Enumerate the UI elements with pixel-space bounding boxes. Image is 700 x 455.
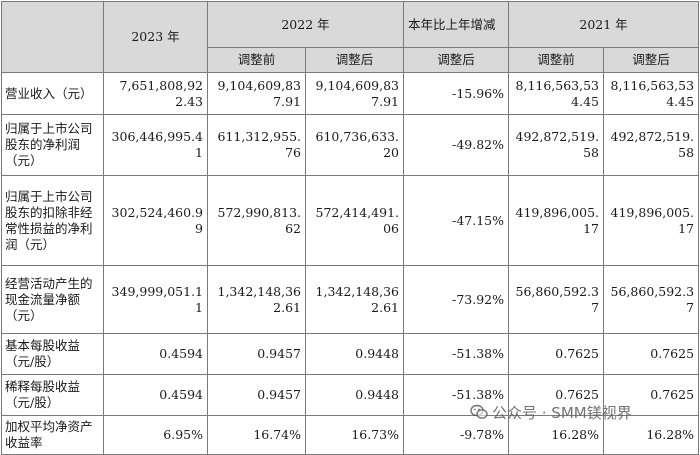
cell-2022-after: 572,414,491.06 (304, 175, 405, 266)
cell-2023: 6.95% (103, 415, 208, 455)
cell-2022-after: 610,736,633.20 (304, 114, 405, 176)
table-row: 归属于上市公司股东的净利润（元） 306,446,995.41 611,312,… (1, 114, 700, 176)
row-label: 稀释每股收益（元/股） (1, 374, 104, 416)
cell-2023: 0.4594 (103, 333, 208, 375)
cell-2021-before: 0.7625 (508, 374, 605, 416)
cell-change: -51.38% (403, 374, 510, 416)
cell-2022-before: 9,104,609,837.91 (207, 72, 306, 115)
cell-2022-after: 16.73% (304, 415, 405, 455)
cell-2022-after: 1,342,148,362.61 (304, 265, 405, 334)
table-row: 归属于上市公司股东的扣除非经常性损益的净利润（元） 302,524,460.99… (1, 175, 700, 266)
header-change-after: 调整后 (403, 47, 510, 73)
header-2021-after: 调整后 (603, 47, 700, 73)
cell-2021-after: 419,896,005.17 (603, 175, 700, 266)
row-label: 基本每股收益（元/股） (1, 333, 104, 375)
watermark-text: 公众号 · SMM镁视界 (492, 403, 632, 422)
cell-2022-before: 611,312,955.76 (207, 114, 306, 176)
header-2022-before: 调整前 (207, 47, 306, 73)
cell-2022-before: 1,342,148,362.61 (207, 265, 306, 334)
cell-2021-before: 492,872,519.58 (508, 114, 605, 176)
row-label: 经营活动产生的现金流量净额（元） (1, 265, 104, 334)
header-2022-after: 调整后 (304, 47, 405, 73)
row-label: 归属于上市公司股东的扣除非经常性损益的净利润（元） (1, 175, 104, 266)
header-row-years: 2023 年 2022 年 本年比上年增减 2021 年 (1, 1, 700, 73)
cell-change: -73.92% (403, 265, 510, 334)
cell-2022-before: 16.74% (207, 415, 306, 455)
cell-2022-after: 0.9448 (304, 333, 405, 375)
header-2021: 2021 年 (508, 1, 700, 48)
cell-2021-before: 56,860,592.37 (508, 265, 605, 334)
cell-2021-after: 492,872,519.58 (603, 114, 700, 176)
cell-2022-before: 0.9457 (207, 333, 306, 375)
row-label: 营业收入（元） (1, 72, 104, 115)
header-2021-before: 调整前 (508, 47, 605, 73)
cell-change: -49.82% (403, 114, 510, 176)
cell-2021-before: 8,116,563,534.45 (508, 72, 605, 115)
cell-2021-after: 56,860,592.37 (603, 265, 700, 334)
cell-2023: 302,524,460.99 (103, 175, 208, 266)
wechat-icon (470, 403, 488, 421)
cell-2023: 306,446,995.41 (103, 114, 208, 176)
cell-2023: 349,999,051.11 (103, 265, 208, 334)
table-row: 经营活动产生的现金流量净额（元） 349,999,051.11 1,342,14… (1, 265, 700, 334)
row-label: 归属于上市公司股东的净利润（元） (1, 114, 104, 176)
cell-2022-before: 572,990,813.62 (207, 175, 306, 266)
cell-2022-before: 0.9457 (207, 374, 306, 416)
watermark: 公众号 · SMM镁视界 (470, 398, 632, 426)
header-2022: 2022 年 (206, 1, 405, 48)
header-blank-cell (1, 1, 104, 73)
cell-2021-before: 419,896,005.17 (508, 175, 605, 266)
cell-change: -15.96% (403, 72, 510, 115)
table-row: 基本每股收益（元/股） 0.4594 0.9457 0.9448 -51.38%… (1, 333, 700, 375)
cell-2023: 7,651,808,922.43 (103, 72, 208, 115)
cell-change: -51.38% (403, 333, 510, 375)
header-row-adjust: 调整前 调整后 调整后 调整前 调整后 (2, 47, 700, 73)
cell-2021-before: 0.7625 (508, 333, 605, 375)
cell-2022-after: 9,104,609,837.91 (304, 72, 405, 115)
cell-change: -47.15% (403, 175, 510, 266)
cell-2021-after: 8,116,563,534.45 (603, 72, 700, 115)
table-row: 营业收入（元） 7,651,808,922.43 9,104,609,837.9… (1, 72, 700, 115)
header-change: 本年比上年增减 (403, 1, 510, 48)
cell-2022-after: 0.9448 (304, 374, 405, 416)
row-label: 加权平均净资产收益率 (1, 415, 104, 455)
cell-2021-after: 0.7625 (603, 333, 700, 375)
cell-2023: 0.4594 (103, 374, 208, 416)
header-2023: 2023 年 (103, 1, 208, 73)
